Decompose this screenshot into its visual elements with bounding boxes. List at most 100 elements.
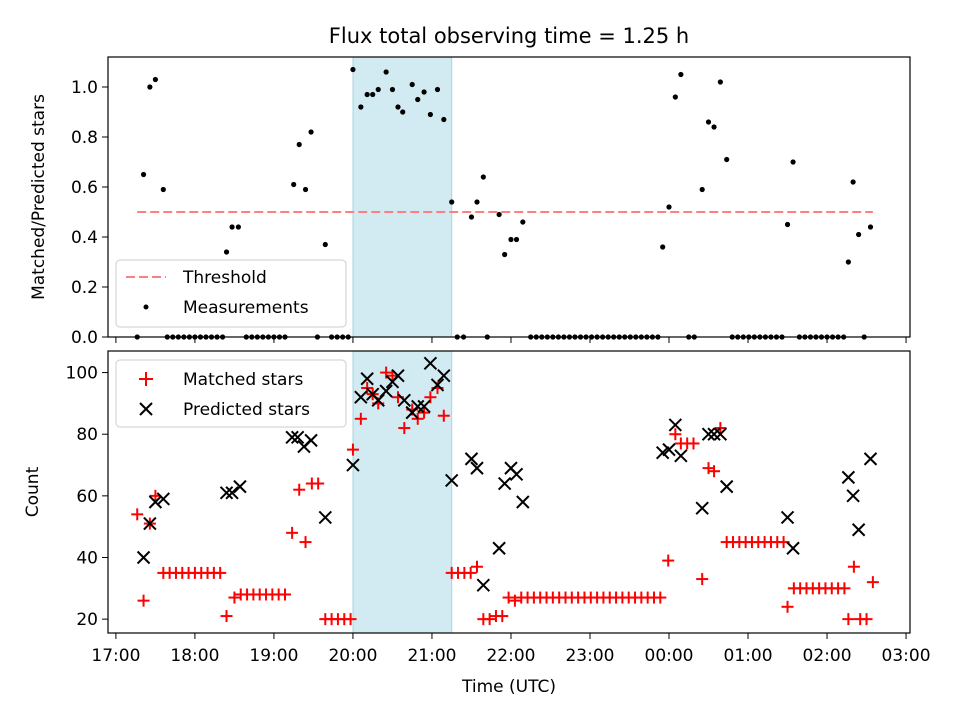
x-tick-label: 02:00: [803, 646, 852, 666]
measurement-point: [660, 244, 666, 250]
predicted-star-point: [379, 384, 393, 398]
matched-star-point: [781, 600, 794, 613]
predicted-star-point: [674, 449, 688, 463]
measurement-point: [790, 159, 796, 165]
predicted-star-point: [360, 372, 374, 386]
predicted-star-point: [846, 489, 860, 503]
top-legend: Threshold Measurements: [115, 259, 347, 328]
top-y-axis-label: Matched/Predicted stars: [29, 94, 49, 300]
predicted-star-point: [318, 510, 332, 525]
matched-star-point: [312, 477, 325, 490]
y-tick-label: 40: [76, 548, 98, 568]
measurement-point: [672, 94, 678, 100]
legend-threshold-label: Threshold: [182, 268, 267, 288]
predicted-star-point: [464, 452, 479, 466]
predicted-star-point: [497, 476, 512, 491]
predicted-star-point: [662, 442, 676, 457]
legend-matched-label: Matched stars: [183, 370, 303, 390]
predicted-star-point: [354, 390, 368, 404]
predicted-star-point: [470, 461, 484, 475]
x-tick-label: 20:00: [328, 646, 377, 666]
measurement-point: [449, 199, 455, 205]
y-tick-label: 60: [76, 487, 98, 507]
measurement-point: [229, 224, 235, 230]
predicted-star-point: [423, 356, 438, 371]
legend-measurements-label: Measurements: [183, 298, 309, 318]
measurement-point: [508, 236, 514, 243]
measurement-point: [520, 219, 526, 225]
measurement-point: [358, 104, 364, 110]
predicted-star-point: [701, 427, 716, 441]
predicted-star-point: [841, 470, 856, 485]
predicted-star-point: [411, 399, 425, 414]
matched-star-point: [708, 465, 721, 478]
predicted-star-point: [148, 495, 163, 509]
predicted-star-point: [780, 510, 795, 525]
top-axes-frame: [107, 56, 911, 338]
top-panel: 0.0 0.2 0.4 0.6 0.8 1.0 Matched/Predicted sta…: [29, 56, 911, 348]
matched-star-point: [398, 422, 411, 435]
matched-star-point: [354, 412, 367, 425]
predicted-star-point: [156, 492, 171, 506]
measurement-point: [152, 76, 159, 83]
predicted-star-point: [219, 486, 234, 500]
predicted-star-point: [707, 427, 721, 441]
measurement-point: [409, 81, 415, 88]
predicted-star-point: [437, 368, 451, 383]
measurement-point: [427, 111, 433, 118]
predicted-star-point: [233, 479, 247, 494]
predicted-star-point: [397, 393, 412, 408]
measurement-point: [235, 224, 241, 230]
y-tick-label: 100: [66, 364, 98, 384]
x-tick-label: 19:00: [249, 646, 298, 666]
predicted-star-point: [863, 452, 878, 466]
measurement-point: [160, 186, 166, 193]
measurement-point: [223, 249, 230, 255]
matched-star-point: [662, 554, 675, 567]
measurement-point: [845, 259, 851, 265]
measurement-point: [389, 86, 396, 93]
top-legend-box: [115, 259, 347, 328]
bottom-y-axis: 20 40 60 80 100: [66, 364, 108, 630]
matched-star-point: [847, 560, 860, 573]
predicted-star-point: [136, 550, 151, 565]
predicted-star-point: [285, 430, 299, 445]
matched-star-point: [687, 437, 700, 450]
bottom-y-axis-label: Count: [23, 466, 43, 517]
measurement-point: [441, 116, 447, 123]
top-y-axis: 0.0 0.2 0.4 0.6 0.8 1.0: [71, 78, 108, 348]
matched-star-point: [470, 560, 483, 573]
predicted-star-point: [391, 368, 405, 383]
x-tick-label: 00:00: [645, 646, 694, 666]
measurement-point: [468, 214, 475, 220]
matched-star-point: [654, 591, 667, 604]
measurement-point: [711, 124, 717, 130]
predicted-star-point: [304, 433, 318, 448]
measurement-point: [434, 86, 441, 93]
bottom-axes-frame: [107, 350, 911, 634]
predicted-star-point: [476, 578, 491, 592]
x-tick-label: 18:00: [170, 646, 219, 666]
measurement-point: [140, 171, 147, 178]
matched-star-point: [286, 526, 299, 539]
x-tick-label: 22:00: [486, 646, 535, 666]
matched-star-point: [346, 443, 359, 456]
matched-stars-series: [131, 366, 879, 626]
measurement-point: [480, 174, 486, 180]
predicted-star-point: [417, 399, 431, 414]
legend-measurements-marker: [143, 304, 149, 310]
bottom-legend: Matched stars Predicted stars: [115, 359, 347, 428]
predicted-star-point: [346, 458, 360, 472]
matched-star-point: [293, 483, 306, 496]
legend-matched-marker: [139, 372, 153, 386]
x-tick-label: 17:00: [91, 646, 140, 666]
x-tick-label: 03:00: [882, 646, 931, 666]
predicted-star-point: [719, 479, 734, 494]
measurement-point: [724, 156, 730, 163]
matched-star-point: [386, 369, 399, 382]
matched-star-point: [214, 566, 227, 579]
measurement-point: [502, 251, 508, 258]
predicted-star-point: [290, 430, 305, 445]
matched-star-point: [866, 576, 879, 589]
y-tick-label: 0.0: [71, 328, 98, 348]
